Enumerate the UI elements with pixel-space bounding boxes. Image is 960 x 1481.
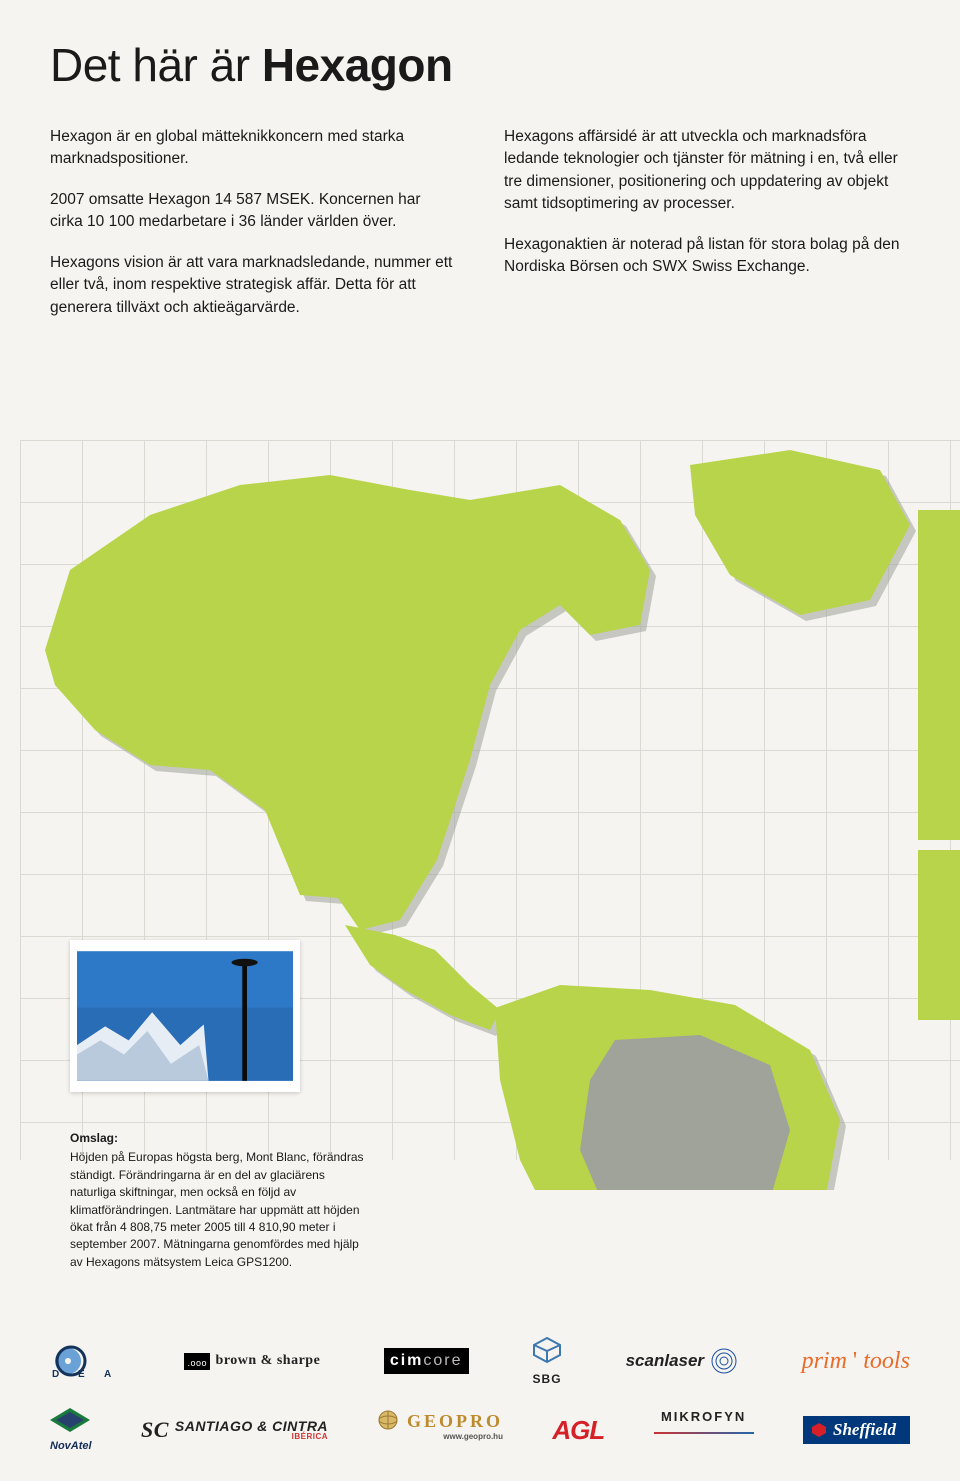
logo-sbg: SBG [532,1336,562,1386]
north-america [45,475,650,930]
logo-primtools: prim'tools [802,1340,910,1382]
caption-title: Omslag: [70,1130,370,1147]
logo-novatel: NovAtel [50,1408,92,1452]
novatel-icon [50,1408,90,1434]
agl-label: AGL [552,1415,604,1446]
ca-shadow [351,931,506,1036]
svg-text:D: D [52,1369,59,1378]
central-america [345,925,500,1030]
dea-icon: D E A [50,1344,120,1378]
cover-photo-svg [77,947,293,1085]
greenland [690,450,910,615]
logo-row-1: D E A .ooo brown & sharpe cimcore SBG sc… [50,1336,910,1386]
logo-sheffield: Sheffield [803,1409,910,1451]
brown-sharpe-box: .ooo [184,1353,210,1370]
svg-text:A: A [104,1369,111,1378]
logo-dea: D E A [50,1340,120,1382]
cimcore-b: core [423,1352,462,1369]
title-light: Det här är [50,39,262,91]
title-bold: Hexagon [262,39,453,91]
mikrofyn-bar [654,1432,754,1434]
cimcore-a: cim [390,1352,424,1369]
primtools-a: prim [802,1348,847,1375]
na-shadow [51,481,656,936]
sc-label: SANTIAGO & CINTRA [175,1419,328,1433]
photo-antenna [231,959,257,967]
col1-p2: 2007 omsatte Hexagon 14 587 MSEK. Koncer… [50,189,456,234]
intro-columns: Hexagon är en global mätteknikkon­cern m… [50,126,910,337]
primtools-b: tools [863,1348,910,1375]
geopro-wrap: GEOPRO www.geopro.hu [377,1409,503,1441]
scanlaser-label: scanlaser [626,1351,704,1371]
cover-photo-card [70,940,300,1092]
photo-pole [242,962,247,1080]
sheffield-icon [811,1422,827,1438]
south-america-outline [495,985,840,1190]
scanlaser-icon [710,1347,738,1375]
south-america-interior [580,1035,790,1190]
cimcore-tag: cimcore [384,1348,469,1374]
logo-scanlaser: scanlaser [626,1340,738,1382]
logo-row-2: NovAtel SC SANTIAGO & CINTRA IBÉRICA GEO… [50,1408,910,1452]
page: Det här är Hexagon Hexagon är en global … [0,0,960,1481]
caption-body: Höjden på Europas högsta berg, Mont Blan… [70,1150,364,1268]
sc-prefix: SC [141,1417,169,1443]
primtools-ap: ' [853,1348,857,1375]
col1-p3: Hexagons vision är att vara marknads­led… [50,252,456,319]
logo-agl: AGL [552,1409,604,1451]
geopro-sub: www.geopro.hu [377,1432,503,1441]
logo-cimcore: cimcore [384,1340,469,1382]
mikrofyn-label: MIKROFYN [661,1409,746,1424]
sbg-icon [532,1336,562,1364]
col2-p2: Hexagonaktien är noterad på listan för s… [504,234,910,279]
col2-p1: Hexagons affärsidé är att utveckla och m… [504,126,910,216]
column-left: Hexagon är en global mätteknikkon­cern m… [50,126,456,337]
logo-mikrofyn: MIKROFYN [654,1409,754,1451]
sbg-label: SBG [533,1372,562,1386]
novatel-label: NovAtel [50,1440,92,1452]
brown-sharpe-label: brown & sharpe [216,1353,321,1369]
africa-edge [918,850,960,1020]
sa-shadow [501,991,846,1190]
cover-photo [77,947,293,1085]
cover-caption: Omslag: Höjden på Europas högsta berg, M… [70,1130,370,1271]
gl-shadow [696,456,916,621]
logo-brown-sharpe: .ooo brown & sharpe [184,1340,321,1382]
col1-p1: Hexagon är en global mätteknikkon­cern m… [50,126,456,171]
page-title: Det här är Hexagon [50,38,910,92]
logo-geopro: GEOPRO www.geopro.hu [377,1409,503,1451]
sc-sub: IBÉRICA [175,1433,328,1441]
europe-edge [918,510,960,840]
sheffield-tag: Sheffield [803,1416,910,1444]
sheffield-label: Sheffield [833,1420,896,1440]
globe-icon [377,1409,399,1431]
column-right: Hexagons affärsidé är att utveckla och m… [504,126,910,337]
svg-text:E: E [78,1369,85,1378]
geopro-label: GEOPRO [407,1411,503,1431]
logo-santiago-cintra: SC SANTIAGO & CINTRA IBÉRICA [141,1409,328,1451]
